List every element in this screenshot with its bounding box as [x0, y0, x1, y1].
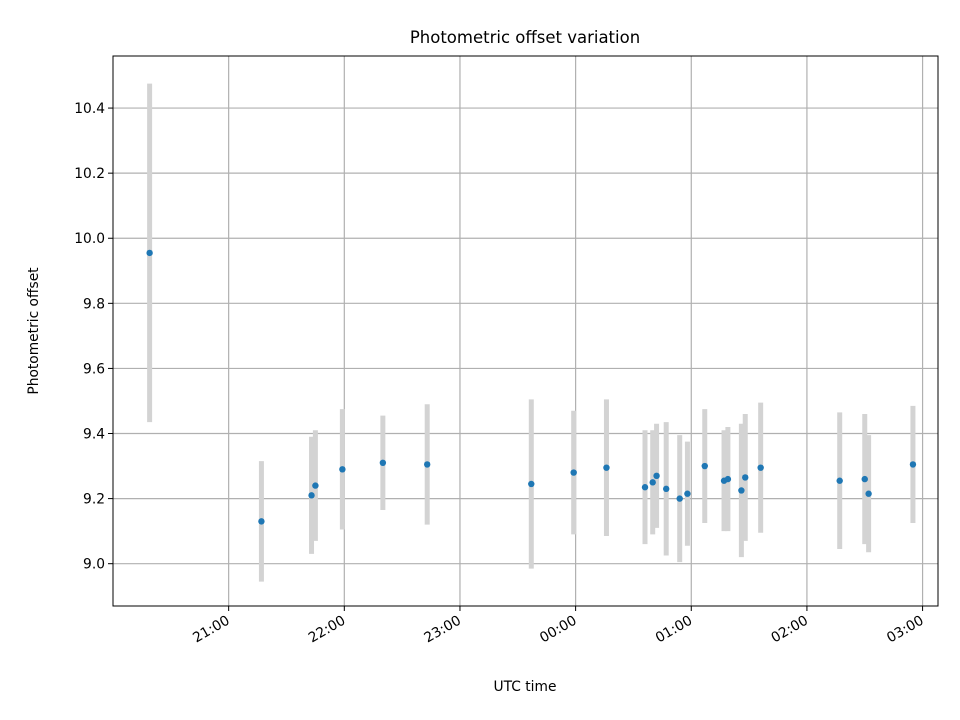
y-tick-label: 10.4: [74, 101, 105, 117]
plot-frame: [112, 55, 939, 607]
x-tick-label: 01:00: [653, 613, 695, 647]
x-tick-label: 02:00: [768, 613, 810, 647]
data-point: [649, 479, 656, 486]
data-point: [339, 466, 346, 473]
data-point: [663, 485, 670, 493]
data-point: [528, 480, 535, 488]
data-point: [757, 464, 764, 471]
data-point: [146, 249, 153, 257]
data-points: [146, 249, 917, 525]
y-tick-label: 10.0: [74, 231, 105, 247]
y-tick-label: 10.2: [74, 166, 105, 182]
data-point: [865, 490, 872, 497]
data-point: [570, 469, 577, 476]
data-point: [308, 492, 315, 499]
data-point: [742, 474, 749, 481]
data-point: [312, 482, 319, 489]
chart-title: Photometric offset variation: [410, 28, 640, 47]
data-point: [738, 487, 745, 494]
data-point: [909, 461, 917, 468]
data-point: [701, 462, 708, 470]
data-point: [676, 495, 683, 502]
y-tick-label: 9.8: [83, 296, 105, 312]
data-point: [603, 464, 610, 471]
data-point: [836, 477, 843, 484]
x-tick-label: 23:00: [422, 613, 464, 647]
data-point: [423, 461, 431, 468]
x-tick-label: 00:00: [537, 613, 579, 647]
data-point: [258, 518, 265, 525]
data-point: [724, 475, 732, 483]
data-point: [861, 475, 868, 483]
x-axis-label: UTC time: [494, 679, 557, 695]
x-tick-label: 22:00: [306, 613, 348, 647]
x-tick-label: 03:00: [884, 613, 926, 647]
y-tick-label: 9.6: [83, 361, 105, 377]
y-tick-label: 9.4: [83, 427, 105, 443]
grid-lines: [113, 56, 938, 606]
y-axis-label: Photometric offset: [26, 267, 42, 395]
error-bars: [147, 83, 916, 582]
data-point: [684, 490, 691, 497]
data-point: [641, 484, 649, 491]
data-point: [379, 459, 387, 467]
data-point: [653, 472, 660, 480]
y-tick-label: 9.0: [83, 557, 105, 573]
x-tick-label: 21:00: [190, 613, 232, 647]
axis-ticks: 21:00 22:00 23:00 00:00 01:00 02:00 03:00 9.0 9.…: [74, 101, 926, 646]
y-tick-label: 9.2: [83, 492, 105, 508]
